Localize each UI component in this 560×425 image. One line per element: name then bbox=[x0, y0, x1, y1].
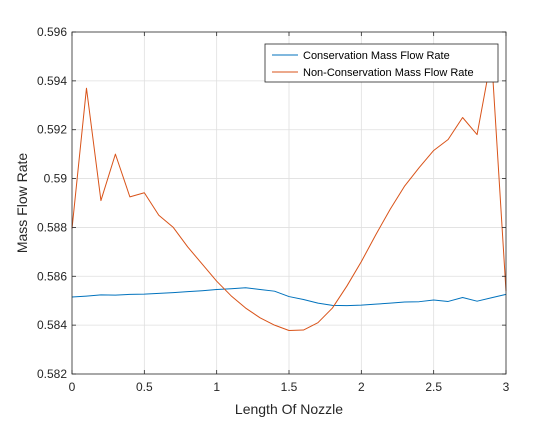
x-tick-label: 0.5 bbox=[136, 380, 153, 394]
y-tick-label: 0.594 bbox=[37, 74, 67, 88]
legend: Conservation Mass Flow Rate Non-Conserva… bbox=[264, 43, 499, 83]
x-tick-label: 3 bbox=[503, 380, 510, 394]
y-tick-label: 0.582 bbox=[37, 367, 67, 381]
y-tick-label: 0.59 bbox=[44, 172, 68, 186]
series-line-non-conservation bbox=[71, 55, 507, 332]
x-tick-label: 1.5 bbox=[281, 380, 298, 394]
axis-ticks bbox=[71, 31, 507, 375]
y-tick-labels: 0.582 0.584 0.586 0.588 0.59 0.592 0.594 0.596 bbox=[37, 25, 67, 381]
y-tick-label: 0.596 bbox=[37, 25, 67, 39]
series-line-conservation bbox=[71, 287, 507, 307]
legend-label-conservation: Conservation Mass Flow Rate bbox=[303, 50, 450, 62]
x-tick-label: 2 bbox=[358, 380, 365, 394]
y-tick-label: 0.588 bbox=[37, 220, 67, 234]
x-tick-label: 0 bbox=[69, 380, 76, 394]
x-tick-labels: 0 0.5 1 1.5 2 2.5 3 bbox=[69, 380, 510, 394]
series-layer bbox=[71, 55, 507, 332]
y-tick-label: 0.586 bbox=[37, 269, 67, 283]
y-tick-label: 0.584 bbox=[37, 318, 67, 332]
y-axis-label: Mass Flow Rate bbox=[14, 153, 30, 254]
x-axis-label: Length Of Nozzle bbox=[235, 401, 343, 417]
x-tick-label: 1 bbox=[213, 380, 220, 394]
legend-label-non-conservation: Non-Conservation Mass Flow Rate bbox=[303, 67, 474, 79]
x-tick-label: 2.5 bbox=[425, 380, 442, 394]
legend-box bbox=[264, 43, 499, 83]
y-tick-label: 0.592 bbox=[37, 123, 67, 137]
